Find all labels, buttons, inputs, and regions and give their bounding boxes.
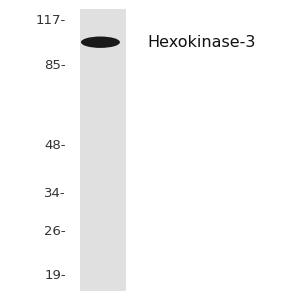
Text: 85-: 85- [44,58,66,72]
Text: 19-: 19- [44,269,66,282]
Bar [80,9,126,291]
Text: 34-: 34- [44,188,66,200]
Ellipse shape [81,37,120,48]
Text: Hexokinase-3: Hexokinase-3 [147,35,255,50]
Text: 26-: 26- [44,225,66,238]
Text: 48-: 48- [44,139,66,152]
Text: 117-: 117- [36,14,66,27]
